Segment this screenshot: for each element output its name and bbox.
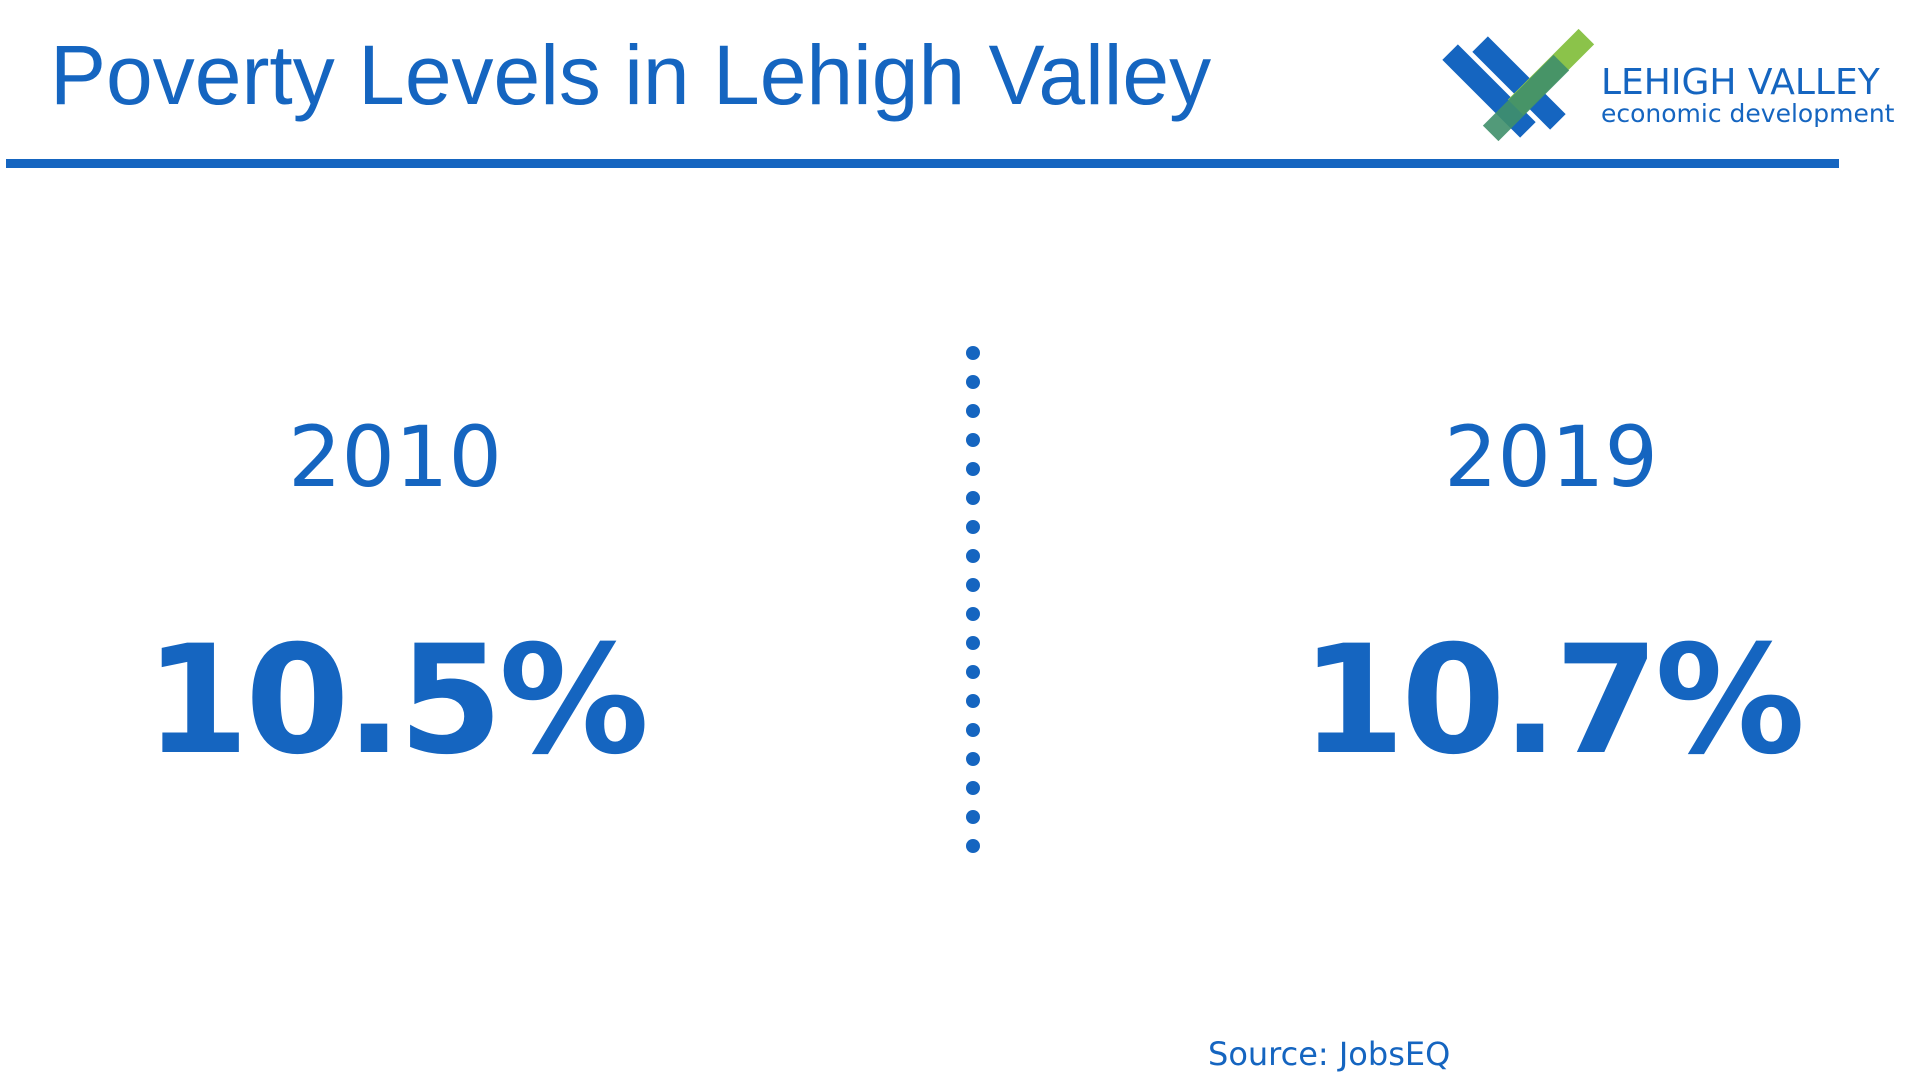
logo-tagline: economic development [1601, 99, 1895, 128]
divider-dot [966, 346, 980, 360]
divider-dot [966, 723, 980, 737]
page-title: Poverty Levels in Lehigh Valley [50, 28, 1211, 122]
divider-dot [966, 839, 980, 853]
poverty-rate: 10.7% [1301, 614, 1801, 788]
divider-dot [966, 752, 980, 766]
source-note: Source: JobsEQ [1208, 1035, 1450, 1073]
dotted-divider [966, 346, 980, 853]
divider-dot [966, 781, 980, 795]
divider-dot [966, 404, 980, 418]
year-label: 2010 [288, 408, 502, 506]
divider-dot [966, 665, 980, 679]
year-label: 2019 [1444, 408, 1658, 506]
poverty-rate: 10.5% [145, 614, 645, 788]
divider-dot [966, 375, 980, 389]
divider-dot [966, 491, 980, 505]
divider-dot [966, 578, 980, 592]
divider-dot [966, 636, 980, 650]
logo-name: LEHIGH VALLEY [1601, 62, 1881, 103]
header-rule [6, 159, 1839, 168]
logo-bar [1472, 36, 1566, 130]
divider-dot [966, 520, 980, 534]
divider-dot [966, 549, 980, 563]
logo-bar [1482, 54, 1570, 142]
divider-dot [966, 433, 980, 447]
divider-dot [966, 607, 980, 621]
logo-mark [1442, 28, 1595, 142]
divider-dot [966, 694, 980, 708]
divider-dot [966, 462, 980, 476]
divider-dot [966, 810, 980, 824]
